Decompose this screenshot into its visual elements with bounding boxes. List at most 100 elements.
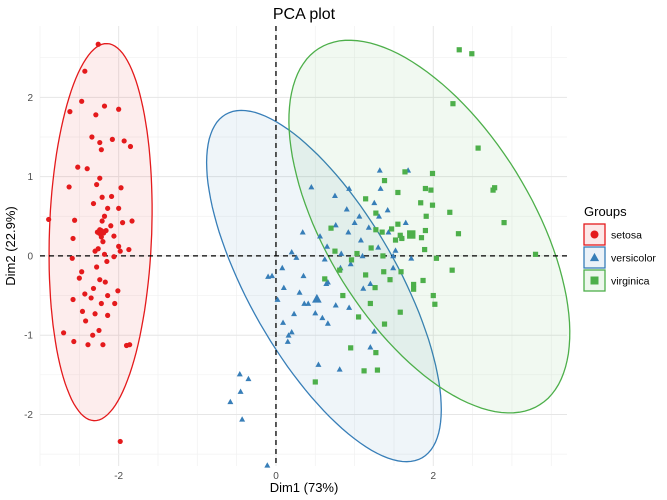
point-setosa (98, 147, 104, 153)
point-virginica (372, 285, 378, 291)
point-virginica (418, 200, 424, 206)
point-setosa (111, 254, 117, 260)
y-tick-label: -1 (24, 331, 33, 342)
point-versicolor (347, 260, 354, 267)
point-virginica (411, 286, 417, 292)
point-setosa (66, 184, 72, 190)
point-setosa (82, 68, 88, 74)
y-tick-label: -2 (24, 410, 33, 421)
point-versicolor (357, 237, 364, 243)
point-versicolor (331, 192, 338, 199)
point-virginica (354, 250, 360, 257)
point-versicolor (291, 310, 298, 317)
point-versicolor (296, 289, 303, 295)
point-virginica (429, 202, 436, 208)
point-virginica (363, 196, 369, 202)
y-tick-label: 0 (27, 251, 33, 262)
point-versicolor (245, 375, 252, 382)
point-setosa (123, 342, 130, 349)
point-setosa (115, 288, 121, 294)
point-versicolor (390, 252, 397, 259)
point-versicolor (321, 256, 328, 262)
reference-lines (40, 26, 567, 466)
point-versicolor (371, 328, 378, 334)
point-virginica (532, 251, 539, 257)
point-setosa (60, 330, 67, 336)
point-setosa (117, 248, 123, 254)
point-versicolor (299, 229, 306, 235)
point-virginica (455, 231, 462, 237)
point-virginica (422, 185, 429, 192)
point-versicolor (279, 264, 286, 271)
point-versicolor (280, 284, 287, 291)
point-setosa (108, 223, 114, 229)
point-virginica (395, 221, 401, 227)
point-virginica (420, 277, 426, 284)
point-setosa (85, 342, 91, 348)
point-versicolor (392, 247, 399, 253)
point-setosa (101, 213, 108, 219)
point-versicolor (367, 280, 374, 287)
point-versicolor (285, 332, 292, 338)
point-setosa (118, 185, 124, 191)
point-virginica (429, 170, 436, 177)
point-versicolor (265, 273, 272, 279)
x-tick-label: 2 (431, 471, 437, 482)
point-versicolor (305, 300, 312, 306)
point-setosa (90, 200, 97, 207)
point-virginica (475, 145, 481, 151)
point-versicolor (319, 314, 326, 321)
point-virginica (402, 169, 408, 175)
point-versicolor (324, 243, 331, 249)
point-virginica (399, 235, 405, 242)
point-virginica (381, 177, 388, 184)
point-setosa (90, 285, 97, 292)
point-virginica (367, 300, 373, 307)
point-versicolor (332, 222, 339, 228)
point-versicolor (390, 264, 397, 271)
point-virginica (355, 314, 362, 320)
point-versicolor (346, 185, 353, 191)
point-versicolor (264, 462, 271, 468)
point-setosa (46, 216, 52, 223)
point-versicolor (312, 310, 319, 316)
legend-label-virginica: virginica (611, 276, 650, 288)
point-setosa (82, 291, 88, 297)
point-setosa (117, 438, 123, 445)
point-setosa (100, 342, 106, 348)
point-versicolor (376, 213, 383, 219)
point-setosa (127, 143, 134, 150)
centroid-virginica (407, 230, 416, 239)
point-versicolor (284, 338, 291, 344)
point-virginica (423, 213, 429, 219)
point-setosa (98, 300, 104, 307)
point-versicolor (301, 300, 308, 306)
point-versicolor (371, 199, 378, 206)
point-setosa (83, 318, 89, 324)
legend: Groups setosa versicolor virginica (583, 204, 656, 292)
point-versicolor (343, 206, 350, 212)
point-versicolor (280, 319, 287, 325)
point-virginica (411, 281, 417, 288)
legend-label-versicolor: versicolor (611, 253, 656, 265)
point-virginica (373, 350, 379, 356)
point-setosa (105, 312, 111, 318)
point-setosa (79, 308, 86, 315)
point-virginica (450, 101, 456, 107)
point-setosa (129, 218, 135, 224)
point-setosa (90, 332, 96, 338)
point-virginica (397, 232, 403, 238)
point-versicolor (227, 398, 234, 405)
point-setosa (101, 251, 108, 257)
point-versicolor (384, 206, 391, 213)
point-virginica (337, 267, 343, 273)
point-setosa (71, 338, 77, 345)
point-setosa (72, 217, 78, 223)
point-versicolor (239, 416, 246, 422)
point-versicolor (308, 183, 315, 190)
point-versicolor (365, 224, 372, 230)
point-virginica (501, 220, 507, 226)
point-versicolor (315, 361, 322, 367)
point-setosa (112, 300, 118, 307)
point-setosa (99, 218, 105, 224)
